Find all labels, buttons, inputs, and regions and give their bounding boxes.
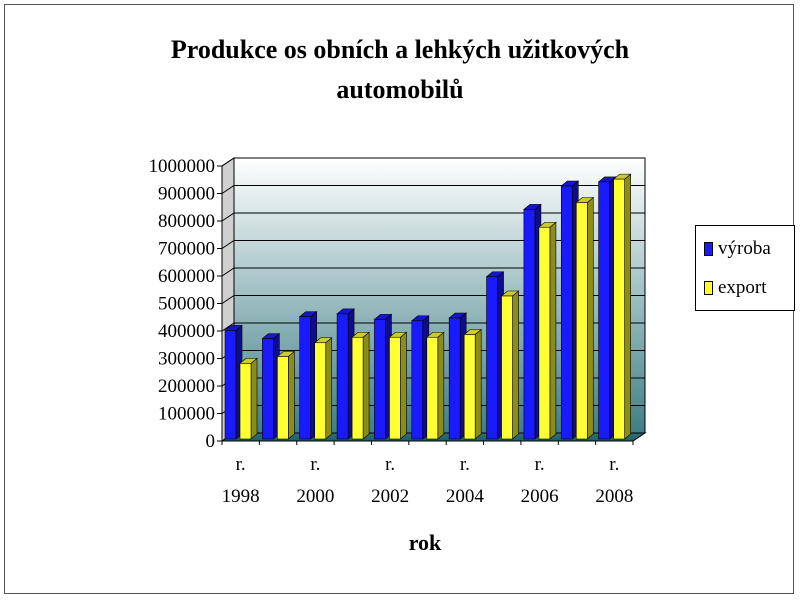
x-tick-label-2006: 2006 [521, 486, 559, 507]
bar-vyroba-1998 [224, 324, 243, 440]
y-tick-label-6: 600000 [158, 266, 215, 287]
bar-front [448, 317, 461, 440]
bar-front [538, 226, 551, 440]
y-tick-label-1: 100000 [158, 404, 215, 425]
bar-vyroba-2005 [485, 271, 505, 440]
x-tick-label-prefix-2004: r. [460, 454, 470, 475]
bar-front [351, 336, 364, 440]
bar-vyroba-2004 [448, 312, 468, 440]
bar-front [411, 320, 424, 440]
bar-vyroba-2008 [597, 176, 617, 440]
bar-export-1998 [239, 357, 258, 440]
x-tick-label-prefix-2008: r. [609, 454, 619, 475]
bar-side [325, 337, 333, 440]
bar-front [374, 319, 386, 440]
legend-swatch-vyroba [704, 242, 713, 256]
bar-front [560, 185, 573, 440]
legend-label-export: export [718, 277, 767, 298]
x-axis-label: rok [409, 530, 442, 555]
bar-side [400, 331, 407, 440]
bar-front [262, 338, 274, 440]
chart-title-line-2: automobilů [336, 75, 464, 104]
y-tick-label-10: 1000000 [149, 156, 216, 177]
x-axis-ticks: r. 1998 r. 2000 r. 2002 r. 2004 r. 2006 r. 2008 [221, 441, 634, 507]
bar-front [389, 336, 401, 440]
bar-front [486, 276, 498, 440]
chart-title: Produkce os obních a lehkých užitkových … [0, 30, 800, 110]
x-tick-label-prefix-2006: r. [535, 454, 545, 475]
chart-title-line-1: Produkce os obních a lehkých užitkových [170, 35, 630, 64]
legend-item-vyroba: výroba [704, 237, 771, 261]
y-tick-label-5: 500000 [158, 294, 215, 315]
bar-front [501, 295, 513, 440]
x-tick-label-2008: 2008 [595, 486, 633, 507]
bar-side [288, 350, 295, 440]
bar-export-2005 [500, 290, 520, 440]
bar-export-2001 [351, 331, 370, 440]
gridline-9 [221, 185, 645, 194]
x-tick-label-prefix-2002: r. [385, 454, 395, 475]
bar-export-2006 [538, 221, 557, 440]
legend-label-vyroba: výroba [718, 238, 771, 259]
bar-export-2003 [425, 331, 445, 440]
bar-side [362, 331, 370, 440]
bar-vyroba-2000 [298, 310, 318, 440]
x-tick-label-1998: 1998 [222, 486, 260, 507]
x-tick-label-prefix-1998: r. [236, 454, 246, 475]
bar-side [624, 173, 631, 440]
legend-swatch-export [704, 281, 713, 295]
gridline-10 [221, 157, 645, 167]
bar-side [250, 357, 258, 440]
bar-front [613, 178, 625, 440]
bar-front [239, 363, 252, 440]
x-tick-label-prefix-2000: r. [310, 454, 320, 475]
bar-front [575, 202, 588, 440]
bars [224, 173, 632, 440]
bar-side [512, 290, 519, 440]
bar-front [463, 334, 476, 440]
bar-export-2007 [575, 196, 595, 440]
y-axis-ticks: 0 100000 200000 300000 400000 500000 600000 700… [149, 156, 223, 452]
bar-export-2008 [612, 173, 632, 440]
bar-front [523, 209, 536, 440]
bar-vyroba-2001 [336, 308, 355, 440]
bar-front [336, 313, 349, 440]
bar-front [598, 181, 610, 440]
bar-vyroba-2007 [560, 180, 580, 440]
bar-vyroba-2006 [523, 203, 542, 440]
bar-export-2004 [463, 328, 483, 440]
x-tick-label-2000: 2000 [296, 486, 334, 507]
gridline-8 [221, 212, 645, 222]
y-tick-label-9: 900000 [158, 184, 215, 205]
bar-front [426, 336, 439, 440]
y-tick-label-2: 200000 [158, 376, 215, 397]
bar-front [224, 330, 237, 440]
x-tick-label-2004: 2004 [446, 486, 485, 507]
y-tick-label-0: 0 [206, 431, 216, 452]
legend-item-export: export [704, 276, 767, 300]
bar-export-1999 [276, 350, 296, 440]
gridline-6 [221, 267, 645, 277]
bar-export-2000 [313, 337, 333, 440]
y-tick-label-3: 300000 [158, 349, 215, 370]
gridline-7 [221, 240, 645, 249]
bar-export-2002 [388, 331, 408, 440]
y-tick-label-8: 800000 [158, 211, 215, 232]
bar-front [277, 356, 289, 440]
bar-front [299, 316, 312, 440]
x-tick-label-2002: 2002 [371, 486, 409, 507]
bar-front [314, 342, 327, 440]
bar-vyroba-2002 [373, 313, 393, 440]
bar-vyroba-2003 [410, 315, 430, 440]
bar-vyroba-1999 [261, 332, 281, 440]
bar-side [549, 221, 557, 440]
bar-side [474, 328, 482, 440]
y-tick-label-4: 400000 [158, 321, 215, 342]
bar-side [437, 331, 445, 440]
bar-side [586, 196, 594, 440]
y-tick-label-7: 700000 [158, 239, 215, 260]
legend: výroba export [695, 225, 795, 311]
